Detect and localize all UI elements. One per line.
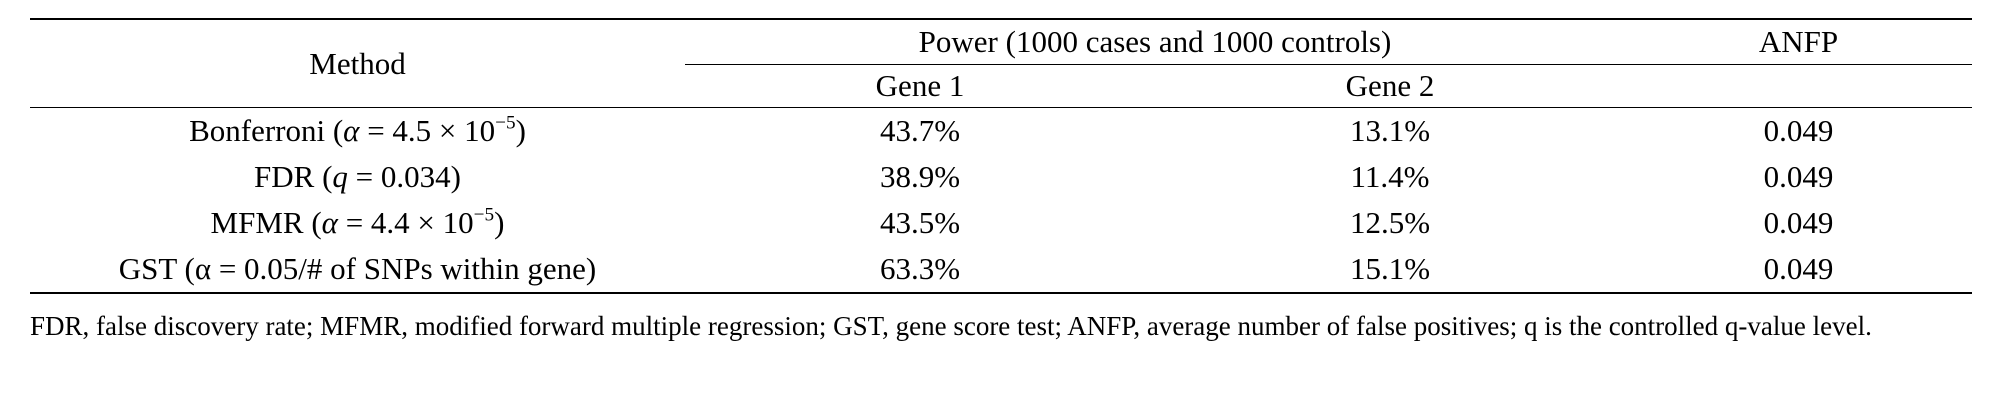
param-symbol: α — [343, 113, 360, 149]
header-row-1: Method Power (1000 cases and 1000 contro… — [30, 18, 1972, 108]
method-cell: FDR (q = 0.034) — [30, 154, 685, 200]
table-row: FDR (q = 0.034) 38.9% 11.4% 0.049 — [30, 154, 1972, 200]
anfp-cell: 0.049 — [1625, 246, 1972, 294]
param-value: = 4.5 × 10 — [359, 113, 496, 149]
method-name: GST (α = 0.05/# of SNPs within gene) — [118, 251, 597, 287]
gene1-cell: 43.7% — [879, 113, 961, 149]
header-anfp: ANFP — [1625, 18, 1972, 65]
header-gene2: Gene 2 — [1155, 64, 1625, 108]
method-cell: GST (α = 0.05/# of SNPs within gene) — [30, 246, 685, 294]
table-row: GST (α = 0.05/# of SNPs within gene) 63.… — [30, 246, 1972, 294]
anfp-cell: 0.049 — [1763, 113, 1834, 149]
gene2-cell: 13.1% — [1349, 113, 1431, 149]
method-name: FDR ( — [254, 159, 333, 195]
header-power-group: Power (1000 cases and 1000 controls) — [685, 18, 1625, 65]
header-method: Method — [30, 18, 685, 108]
gene2-cell: 11.4% — [1350, 159, 1430, 195]
power-results-table: Method Power (1000 cases and 1000 contro… — [30, 18, 1972, 294]
param-close: ) — [515, 113, 526, 149]
gene2-cell: 15.1% — [1155, 246, 1625, 294]
header-anfp-blank — [1625, 64, 1972, 108]
gene1-cell: 63.3% — [685, 246, 1155, 294]
table-row: MFMR (α = 4.4 × 10−5) 43.5% 12.5% 0.049 — [30, 200, 1972, 246]
param-exponent: −5 — [473, 204, 495, 226]
table-row: Bonferroni (α = 4.5 × 10−5) 43.7% 13.1% … — [30, 108, 1972, 155]
results-table-container: Method Power (1000 cases and 1000 contro… — [30, 18, 1972, 294]
method-name: MFMR ( — [210, 205, 322, 241]
anfp-cell: 0.049 — [1763, 159, 1834, 195]
gene2-cell: 12.5% — [1349, 205, 1431, 241]
param-symbol: q — [332, 159, 348, 195]
gene1-cell: 38.9% — [879, 159, 961, 195]
method-name: Bonferroni ( — [189, 113, 344, 149]
header-row-2: Gene 1 Gene 2 — [30, 64, 1972, 108]
table-footnote: FDR, false discovery rate; MFMR, modifie… — [30, 311, 1872, 341]
param-value: = 4.4 × 10 — [337, 205, 474, 241]
anfp-cell: 0.049 — [1763, 205, 1834, 241]
method-cell: Bonferroni (α = 4.5 × 10−5) — [30, 108, 685, 155]
header-gene1: Gene 1 — [685, 64, 1155, 108]
gene1-cell: 43.5% — [879, 205, 961, 241]
param-close: ) — [494, 205, 505, 241]
param-exponent: −5 — [495, 112, 516, 134]
method-cell: MFMR (α = 4.4 × 10−5) — [30, 200, 685, 246]
param-symbol: α — [321, 205, 338, 241]
param-value: = 0.034) — [347, 159, 461, 195]
